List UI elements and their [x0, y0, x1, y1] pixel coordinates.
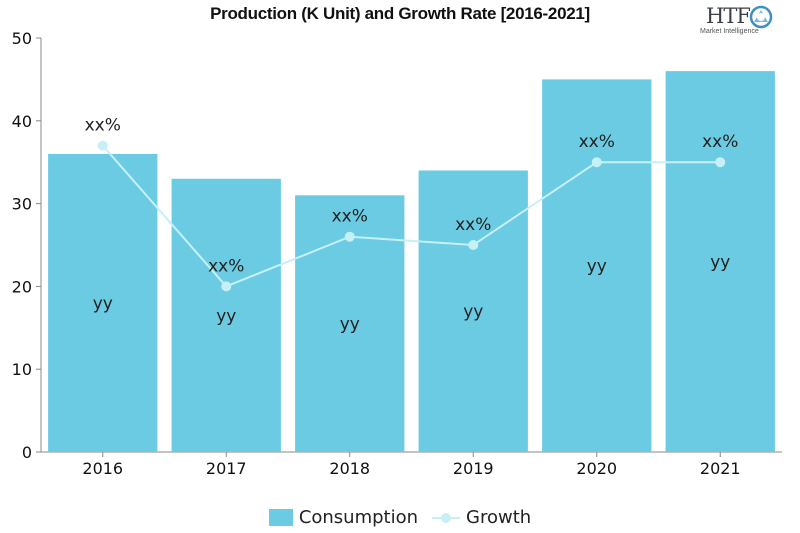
legend-label-consumption: Consumption — [298, 506, 419, 528]
bar-labels-group: yy yy yy yy yy yy — [93, 253, 731, 335]
y-tick-label: 30 — [12, 195, 32, 214]
logo-text: HTF — [706, 4, 751, 28]
legend-swatch-consumption — [268, 508, 293, 526]
growth-data-label: xx% — [702, 132, 738, 152]
growth-line-group — [97, 140, 726, 292]
growth-point — [715, 157, 726, 168]
growth-point — [221, 281, 232, 292]
bar-data-label: yy — [463, 302, 483, 322]
x-tick-label: 2018 — [329, 459, 370, 478]
legend-swatch-growth — [432, 509, 461, 526]
bars-group — [48, 71, 775, 453]
y-tick-label: 0 — [22, 443, 32, 462]
growth-data-label: xx% — [332, 207, 368, 227]
growth-point — [97, 140, 108, 151]
growth-data-label: xx% — [455, 215, 491, 235]
y-tick-label: 50 — [12, 29, 32, 48]
bar — [418, 170, 528, 453]
growth-line — [101, 144, 721, 288]
y-tick-label: 10 — [12, 360, 32, 379]
growth-point — [591, 157, 602, 168]
y-tick-label: 40 — [12, 112, 32, 131]
growth-point — [344, 231, 355, 242]
bar-data-label: yy — [216, 306, 236, 326]
y-tick-label: 20 — [12, 277, 32, 296]
bar-data-label: yy — [340, 315, 360, 335]
chart-title: Production (K Unit) and Growth Rate [201… — [210, 4, 590, 23]
bar — [542, 79, 652, 453]
point-labels-group: xx% xx% xx% xx% xx% xx% — [85, 116, 739, 277]
logo-subtext: Market Intelligence — [700, 28, 759, 35]
legend: Consumption Growth — [0, 505, 800, 529]
legend-item-consumption[interactable]: Consumption — [268, 506, 419, 528]
x-tick-label: 2019 — [453, 459, 494, 478]
x-tick-label: 2017 — [206, 459, 247, 478]
legend-item-growth[interactable]: Growth — [432, 507, 531, 528]
growth-data-label: xx% — [208, 256, 244, 276]
growth-data-label: xx% — [85, 116, 121, 136]
bar — [48, 153, 158, 453]
bar — [665, 71, 775, 453]
growth-data-label: xx% — [579, 132, 615, 152]
bar-data-label: yy — [710, 253, 730, 273]
htf-logo: HTF Market Intelligence — [700, 2, 780, 42]
axes: 0 10 20 30 40 50 2016 2017 2018 2019 2020 2021 — [12, 29, 782, 478]
bar — [171, 178, 281, 452]
growth-point — [468, 240, 479, 250]
bar-data-label: yy — [587, 257, 607, 277]
x-tick-label: 2020 — [576, 459, 617, 478]
globe-icon — [749, 5, 773, 29]
x-tick-label: 2016 — [82, 459, 123, 478]
x-tick-label: 2021 — [700, 459, 741, 478]
bar-data-label: yy — [93, 294, 113, 314]
legend-label-growth: Growth — [466, 506, 532, 528]
